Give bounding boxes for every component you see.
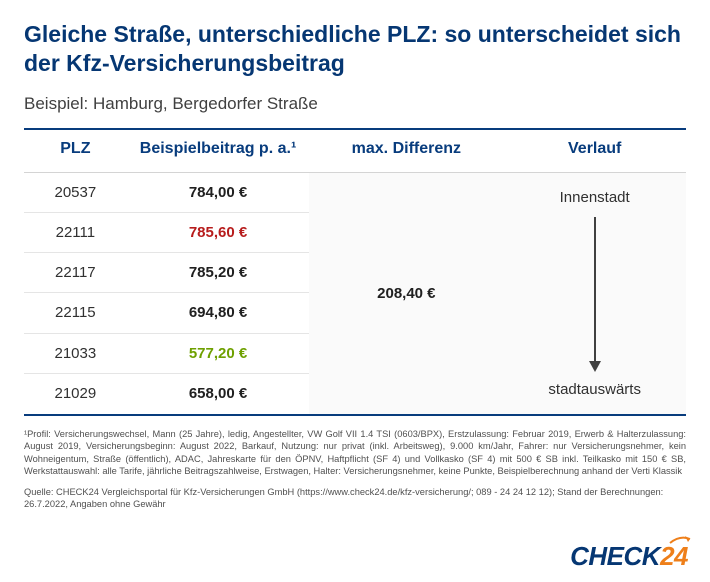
cell-plz: 22117 <box>24 253 127 293</box>
verlauf-end: stadtauswärts <box>503 381 686 398</box>
col-diff: max. Differenz <box>309 130 503 173</box>
source-line: Quelle: CHECK24 Vergleichsportal für Kfz… <box>24 486 686 511</box>
footnote: ¹Profil: Versicherungswechsel, Mann (25 … <box>24 428 686 478</box>
logo-text-a: CHECK <box>570 541 660 571</box>
cell-beitrag: 694,80 € <box>127 293 310 333</box>
subtitle: Beispiel: Hamburg, Bergedorfer Straße <box>24 94 686 114</box>
cell-beitrag: 577,20 € <box>127 333 310 373</box>
cell-verlauf: Innenstadt stadtauswärts <box>503 172 686 414</box>
col-verlauf: Verlauf <box>503 130 686 173</box>
cell-plz: 21029 <box>24 373 127 413</box>
data-table: PLZ Beispielbeitrag p. a.¹ max. Differen… <box>24 128 686 416</box>
cell-beitrag: 784,00 € <box>127 172 310 212</box>
col-plz: PLZ <box>24 130 127 173</box>
verlauf-start: Innenstadt <box>503 189 686 206</box>
table-row: 20537784,00 €208,40 €Innenstadtstadtausw… <box>24 172 686 212</box>
page-title: Gleiche Straße, unterschiedliche PLZ: so… <box>24 20 686 78</box>
cell-plz: 22111 <box>24 212 127 252</box>
check24-logo: CHECK24 <box>570 541 688 572</box>
arrow-down-icon <box>594 217 596 370</box>
cell-plz: 21033 <box>24 333 127 373</box>
cell-plz: 22115 <box>24 293 127 333</box>
cell-beitrag: 658,00 € <box>127 373 310 413</box>
logo-swoosh-icon <box>668 533 692 547</box>
cell-beitrag: 785,20 € <box>127 253 310 293</box>
col-beitrag: Beispielbeitrag p. a.¹ <box>127 130 310 173</box>
cell-beitrag: 785,60 € <box>127 212 310 252</box>
cell-plz: 20537 <box>24 172 127 212</box>
cell-max-diff: 208,40 € <box>309 172 503 414</box>
